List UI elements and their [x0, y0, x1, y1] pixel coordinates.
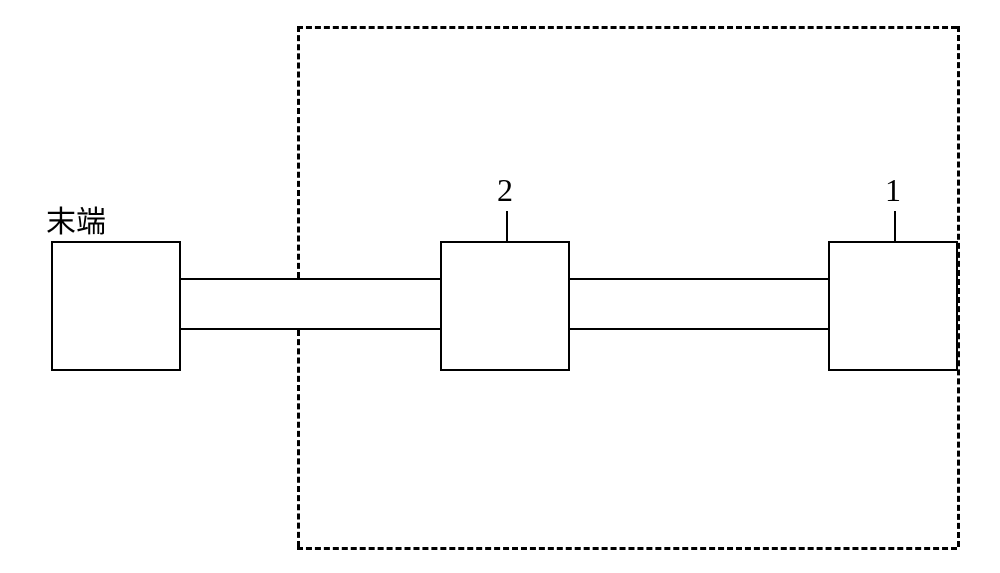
callout-line-1 [894, 211, 896, 241]
label-terminal: 末端 [46, 197, 106, 241]
dashed-border-left-upper [297, 26, 300, 278]
diagram-canvas: 末端 2 1 [0, 0, 1000, 573]
connector-2-to-1 [570, 278, 828, 330]
box-node-1 [828, 241, 958, 371]
label-2: 2 [497, 172, 513, 209]
box-node-2 [440, 241, 570, 371]
connector-terminal-to-2 [181, 278, 440, 330]
dashed-border-bottom [297, 547, 957, 550]
label-1: 1 [885, 172, 901, 209]
box-terminal [51, 241, 181, 371]
dashed-border-top [297, 26, 957, 29]
callout-line-2 [506, 211, 508, 241]
dashed-border-left-lower [297, 330, 300, 547]
